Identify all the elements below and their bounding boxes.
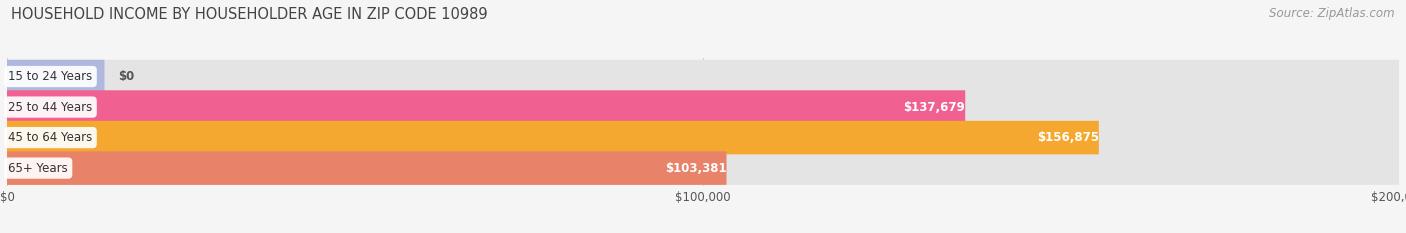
Text: HOUSEHOLD INCOME BY HOUSEHOLDER AGE IN ZIP CODE 10989: HOUSEHOLD INCOME BY HOUSEHOLDER AGE IN Z… bbox=[11, 7, 488, 22]
FancyBboxPatch shape bbox=[7, 60, 104, 93]
Text: 15 to 24 Years: 15 to 24 Years bbox=[8, 70, 93, 83]
Text: 65+ Years: 65+ Years bbox=[8, 162, 67, 175]
Text: 45 to 64 Years: 45 to 64 Years bbox=[8, 131, 93, 144]
Text: $137,679: $137,679 bbox=[904, 101, 966, 113]
Text: Source: ZipAtlas.com: Source: ZipAtlas.com bbox=[1270, 7, 1395, 20]
FancyBboxPatch shape bbox=[7, 90, 1399, 124]
FancyBboxPatch shape bbox=[7, 121, 1399, 154]
FancyBboxPatch shape bbox=[7, 151, 727, 185]
FancyBboxPatch shape bbox=[7, 60, 1399, 93]
Text: $156,875: $156,875 bbox=[1036, 131, 1099, 144]
FancyBboxPatch shape bbox=[7, 151, 1399, 185]
Text: $0: $0 bbox=[118, 70, 135, 83]
FancyBboxPatch shape bbox=[7, 90, 966, 124]
FancyBboxPatch shape bbox=[7, 121, 1099, 154]
Text: $103,381: $103,381 bbox=[665, 162, 727, 175]
Text: 25 to 44 Years: 25 to 44 Years bbox=[8, 101, 93, 113]
